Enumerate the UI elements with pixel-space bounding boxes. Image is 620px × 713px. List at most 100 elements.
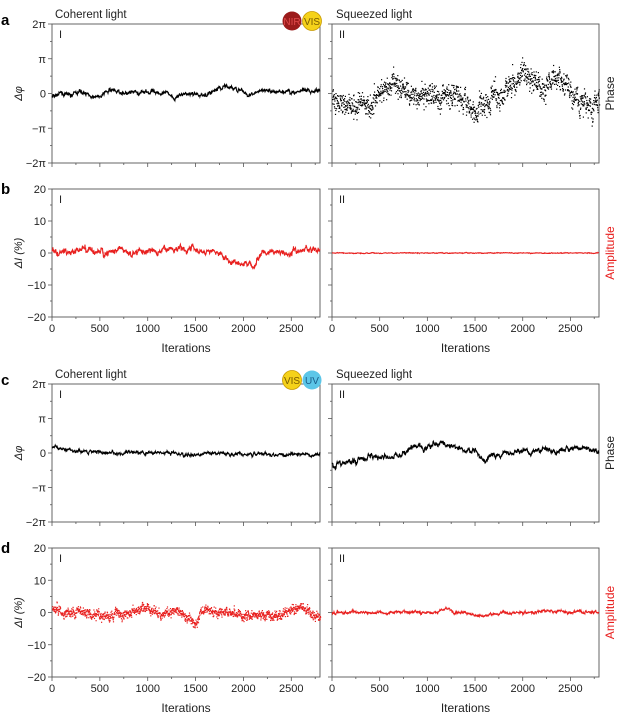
data-point — [437, 97, 439, 99]
data-point — [281, 614, 284, 616]
data-point — [70, 616, 72, 618]
data-point — [177, 612, 179, 614]
data-point — [501, 102, 504, 104]
data-point — [313, 614, 316, 616]
data-point — [570, 85, 572, 87]
data-point — [218, 614, 220, 616]
data-point — [401, 86, 403, 88]
data-point — [509, 81, 511, 83]
data-point — [57, 606, 59, 609]
data-point — [577, 99, 579, 101]
data-point — [561, 84, 563, 86]
data-point — [90, 617, 93, 619]
data-point — [590, 102, 592, 104]
data-point — [352, 103, 354, 105]
data-point — [453, 85, 455, 87]
data-point — [192, 618, 194, 620]
data-point — [119, 611, 121, 613]
data-point — [576, 93, 579, 95]
data-point — [437, 98, 439, 100]
data-point — [238, 611, 240, 613]
data-point — [154, 608, 156, 610]
data-point — [246, 617, 248, 619]
data-point — [491, 98, 493, 100]
data-point — [140, 608, 142, 611]
data-point — [106, 614, 108, 616]
data-point — [348, 99, 350, 101]
data-point — [63, 615, 65, 617]
data-point — [419, 100, 421, 102]
data-point — [528, 73, 530, 75]
data-point — [524, 72, 526, 75]
data-point — [415, 87, 417, 89]
data-point — [439, 102, 441, 104]
data-point — [566, 77, 568, 79]
data-point — [395, 78, 397, 80]
data-point — [283, 612, 285, 614]
data-point — [121, 612, 123, 614]
data-point — [564, 83, 566, 86]
data-point — [446, 86, 448, 88]
data-point — [392, 78, 394, 80]
data-point — [403, 86, 405, 88]
data-point — [518, 82, 520, 84]
data-point — [93, 617, 96, 620]
data-point — [341, 95, 343, 98]
data-point — [138, 607, 141, 610]
data-point — [337, 104, 339, 107]
data-point — [208, 613, 210, 615]
data-point — [464, 93, 466, 95]
data-point — [354, 113, 356, 115]
y-tick-label: −2π — [26, 517, 47, 529]
data-point — [578, 104, 580, 106]
data-point — [169, 611, 171, 613]
series-line — [331, 605, 600, 619]
data-point — [497, 92, 499, 94]
data-point — [518, 77, 520, 79]
data-point — [509, 80, 511, 82]
data-point — [412, 93, 414, 95]
data-point — [476, 119, 478, 121]
data-point — [139, 611, 141, 613]
data-point — [139, 612, 141, 614]
data-point — [245, 611, 248, 614]
data-point — [184, 613, 186, 615]
data-point — [356, 109, 358, 111]
data-point — [217, 618, 219, 620]
data-point — [129, 610, 132, 612]
data-point — [586, 99, 588, 102]
data-point — [555, 83, 557, 85]
data-point — [554, 83, 556, 85]
data-point — [398, 90, 400, 92]
data-point — [173, 613, 175, 615]
data-point — [427, 87, 429, 89]
series-line — [331, 439, 600, 471]
x-tick-label: 1000 — [135, 323, 159, 335]
data-point — [365, 113, 367, 115]
data-point — [179, 610, 182, 613]
data-point — [247, 616, 249, 618]
data-point — [286, 611, 288, 613]
data-point — [199, 612, 201, 614]
data-point — [343, 100, 345, 102]
data-point — [569, 92, 571, 94]
data-point — [582, 101, 584, 103]
data-point — [68, 611, 70, 613]
data-point — [381, 91, 383, 94]
data-point — [361, 99, 363, 101]
data-point — [120, 614, 122, 616]
data-point — [300, 604, 302, 606]
data-point — [134, 610, 136, 612]
data-point — [332, 103, 334, 105]
data-point — [589, 98, 591, 100]
data-point — [481, 103, 483, 105]
data-point — [206, 610, 208, 612]
data-point — [454, 105, 456, 107]
data-point — [364, 108, 366, 110]
data-point — [412, 88, 414, 90]
data-point — [490, 97, 492, 99]
data-point — [129, 610, 131, 612]
data-point — [233, 605, 235, 607]
data-point — [355, 110, 357, 113]
data-point — [289, 612, 291, 614]
